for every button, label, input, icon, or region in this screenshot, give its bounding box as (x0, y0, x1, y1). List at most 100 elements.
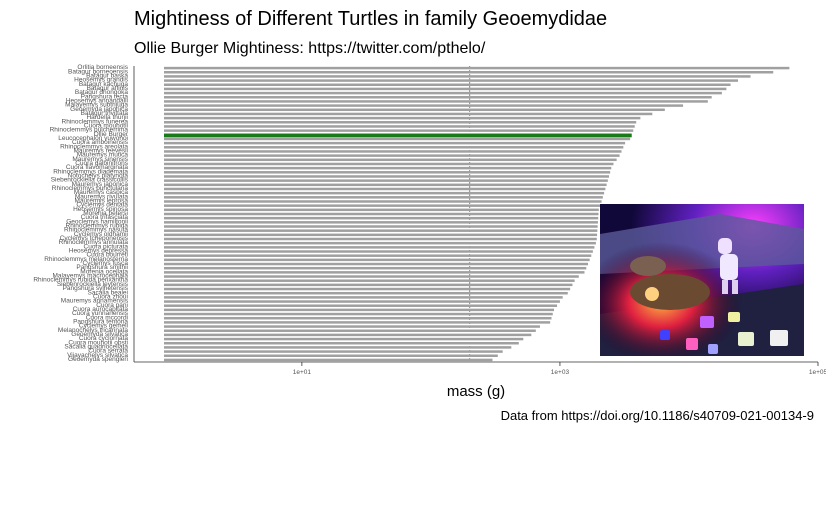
bar (164, 212, 599, 216)
bar (164, 100, 708, 103)
category-label: Morenia petersi (83, 210, 128, 217)
bar (164, 262, 588, 266)
bars (164, 66, 790, 362)
category-label: Mauremys caspica (74, 189, 129, 196)
bar (164, 233, 598, 237)
category-label: Rhinoclemmys melanosterna (44, 256, 128, 263)
bar (164, 321, 551, 324)
category-label: Cuora pani (96, 302, 128, 309)
category-label: Notochelys platynota (68, 173, 129, 180)
category-label: Cyclemys fusca (82, 260, 128, 267)
bar (164, 221, 598, 224)
bar (164, 241, 596, 245)
category-label: Rhinoclemmys nasuta (64, 227, 128, 234)
category-label: Melanochelys tricarinata (58, 327, 128, 334)
bar (164, 196, 603, 199)
category-label: Cuora mouhotii (84, 122, 128, 129)
category-label: Cuora serrata (88, 348, 128, 355)
bar (164, 271, 585, 274)
ollie-burger-photo-icon (600, 204, 804, 356)
category-label: Rhinoclemmys punctularia (52, 185, 129, 192)
bar (164, 204, 601, 207)
bar (164, 291, 568, 295)
bar (164, 125, 635, 128)
category-label: Geoemyda silvatica (71, 331, 128, 338)
bar (164, 96, 712, 99)
category-label: Heosemys spinosa (73, 206, 128, 213)
category-label: Batagur kachuga (79, 81, 129, 88)
bar (164, 175, 609, 178)
category-label: Rhinoclemmys annulata (59, 239, 129, 246)
category-label: Pangshura sylhetensis (63, 285, 129, 292)
bar (164, 183, 607, 187)
bar (164, 129, 634, 132)
category-label: Cuora bourreti (86, 252, 128, 259)
bar (164, 266, 587, 270)
bar (164, 162, 614, 166)
bar (164, 91, 722, 95)
bar (164, 337, 524, 341)
category-label: Rhinoclemmys areolata (60, 143, 128, 150)
category-label: Cuora zhoui (93, 293, 128, 300)
bar (164, 329, 536, 332)
category-label: Mauremys mutica (77, 152, 129, 159)
category-label: Rhinoclemmys rubida perixantha (33, 277, 128, 284)
category-label: Rhinoclemmys rubida (66, 223, 129, 230)
bar (164, 66, 790, 70)
category-label: Cyclemys tcheponensis (60, 235, 129, 242)
category-label: Ollie Burger (94, 131, 129, 138)
bar (164, 225, 598, 228)
category-label: Mauremys sinensis (72, 156, 128, 163)
bar (164, 308, 555, 312)
x-tick-label: 1e+03 (551, 369, 570, 376)
bar (164, 275, 579, 278)
bar (164, 158, 617, 162)
category-label: Cyclemys oldhamii (74, 231, 128, 238)
bar-highlight (164, 133, 632, 138)
bar (164, 150, 622, 153)
category-label: Siebenrockiella leytensis (57, 281, 129, 288)
bar (164, 333, 532, 337)
category-label: Cuora mccordi (86, 314, 128, 321)
bar (164, 325, 540, 328)
bar (164, 246, 595, 249)
category-label: Pangshura tecta (81, 93, 129, 100)
bar (164, 141, 626, 145)
category-label: Morenia ocellata (80, 268, 128, 275)
category-label: Geoclemys hamiltonii (66, 218, 128, 225)
category-label: Mauremys annamensis (61, 298, 129, 305)
bar (164, 346, 512, 349)
bar (164, 296, 563, 299)
bar (164, 137, 631, 141)
category-label: Cuora mouhotii obsti (68, 339, 128, 346)
category-label: Cuora cyclornata (79, 335, 129, 342)
x-tick-label: 1e+05 (809, 369, 826, 376)
bar (164, 146, 624, 149)
bar (164, 116, 641, 120)
x-tick-label: 1e+01 (293, 369, 312, 376)
x-axis-label: mass (g) (447, 383, 505, 400)
category-label: Cuora amboinensis (72, 139, 129, 146)
bar (164, 312, 553, 316)
bar (164, 200, 602, 203)
bar (164, 187, 606, 191)
category-label: Orlitia borneensis (77, 64, 128, 71)
bar (164, 237, 597, 241)
bar (164, 216, 599, 220)
category-label: Pangshura tentoria (73, 318, 128, 325)
bar (164, 229, 598, 232)
category-label: Batagur borneoensis (68, 68, 129, 75)
bar (164, 258, 590, 262)
category-label: Malayemys macrocephala (52, 273, 128, 280)
bar (164, 316, 552, 320)
bar (164, 350, 503, 353)
category-label: Malayemys subtrijuga (65, 102, 128, 109)
category-label: Mauremys leprosa (75, 198, 129, 205)
category-label: Leucocephalon yuwonoi (58, 135, 128, 142)
category-label: Cuora yunnanensis (72, 310, 129, 317)
category-label: Geoemyda japonica (70, 106, 128, 113)
bar (164, 283, 573, 287)
category-label: Vijayachelys silvatica (67, 352, 128, 359)
category-label: Hardella thurjii (86, 114, 128, 121)
bar (164, 250, 593, 253)
